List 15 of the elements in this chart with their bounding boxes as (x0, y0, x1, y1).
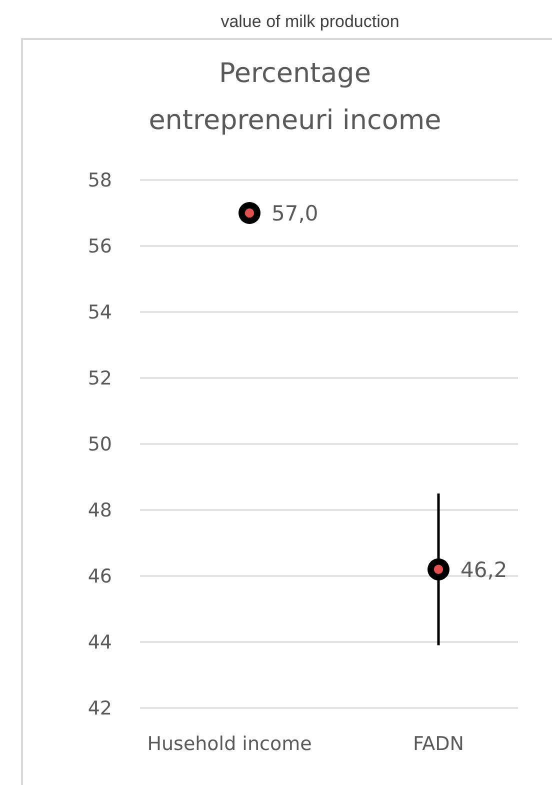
chart-title: value of milk production (220, 12, 400, 31)
y-tick-label: 54 (88, 302, 112, 324)
y-tick-label: 44 (88, 632, 112, 654)
y-tick-label: 48 (88, 500, 112, 522)
y-tick-label: 52 (88, 368, 112, 390)
chart-subtitle: Percentage entrepreneuri income (148, 58, 442, 136)
data-label: 46,2 (460, 558, 508, 582)
y-tick-label: 50 (88, 434, 112, 456)
data-label: 57,0 (272, 201, 318, 226)
y-tick-label: 56 (88, 236, 112, 258)
y-tick-label: 46 (88, 566, 112, 588)
x-tick-label: Husehold income (147, 733, 312, 755)
y-tick-label: 42 (88, 698, 112, 720)
x-tick-label: FADN (412, 733, 464, 755)
y-tick-label: 58 (88, 170, 112, 192)
